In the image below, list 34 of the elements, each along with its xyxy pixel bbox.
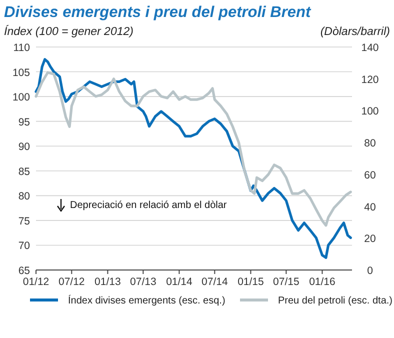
y2-tick-label: 60 bbox=[364, 169, 376, 182]
y-tick-label: 80 bbox=[18, 190, 30, 203]
x-tick-label: 01/12 bbox=[22, 276, 50, 288]
y-tick-label: 90 bbox=[18, 141, 30, 154]
y-tick-label: 95 bbox=[18, 116, 30, 128]
x-tick-label: 01/14 bbox=[166, 276, 193, 288]
x-tick-label: 01/16 bbox=[309, 276, 336, 288]
y-tick-label: 110 bbox=[13, 42, 30, 54]
y-tick-label: 100 bbox=[12, 92, 30, 104]
line-series bbox=[34, 71, 352, 227]
y-tick-label: 85 bbox=[18, 166, 30, 178]
x-tick-label: 01/15 bbox=[238, 276, 264, 288]
y-tick-label: 75 bbox=[18, 215, 30, 228]
x-tick-label: 07/15 bbox=[273, 276, 300, 288]
y2-axis-title: (Dòlars/barril) bbox=[320, 26, 390, 38]
x-tick-label: 01/13 bbox=[94, 276, 121, 288]
y-tick-label: 105 bbox=[12, 66, 30, 79]
y2-tick-label: 0 bbox=[367, 265, 374, 277]
legend-label: Índex divises emergents (esc. esq.) bbox=[68, 294, 226, 306]
y2-tick-label: 120 bbox=[361, 74, 379, 86]
annotation: Depreciació en relació amb el dòlar bbox=[70, 200, 228, 211]
y2-tick-label: 100 bbox=[361, 106, 379, 118]
x-tick-label: 07/12 bbox=[58, 276, 85, 288]
y2-tick-label: 40 bbox=[364, 201, 376, 214]
y2-tick-label: 20 bbox=[364, 233, 376, 246]
y-tick-label: 65 bbox=[18, 265, 30, 277]
chart-title: Divises emergents i preu del petroli Brent bbox=[4, 4, 312, 21]
y2-tick-label: 140 bbox=[361, 42, 379, 54]
chart-subtitle: Índex (100 = gener 2012) bbox=[4, 25, 134, 38]
x-tick-label: 07/13 bbox=[130, 276, 156, 288]
y-tick-label: 70 bbox=[18, 240, 30, 252]
x-tick-label: 07/14 bbox=[202, 276, 228, 288]
y2-tick-label: 80 bbox=[364, 138, 376, 150]
legend-label: Preu del petroli (esc. dta.) bbox=[278, 296, 392, 306]
